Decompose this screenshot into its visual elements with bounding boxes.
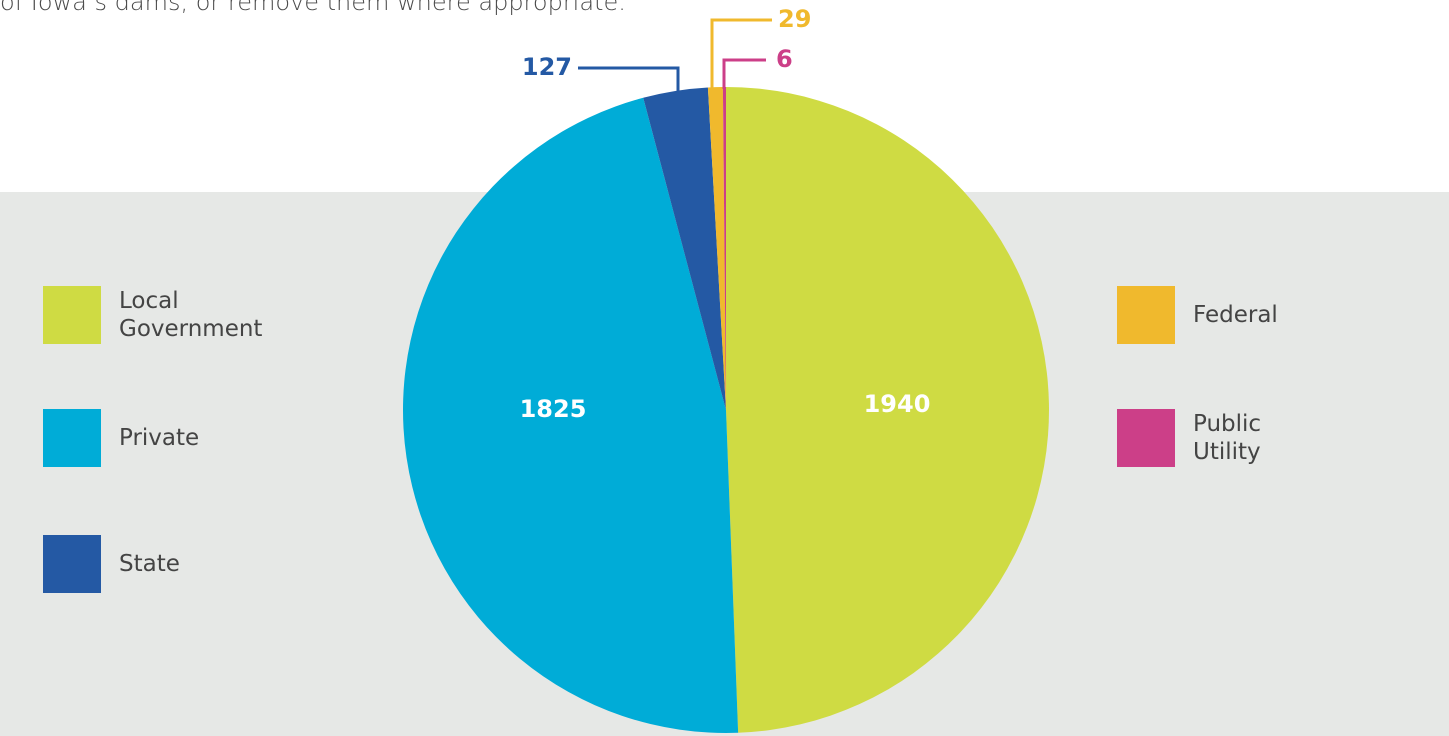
legend-item: State [43, 535, 279, 593]
legend-swatch [43, 409, 101, 467]
callout-line [710, 18, 772, 90]
legend-swatch [43, 286, 101, 344]
legend-item: Private [43, 409, 279, 467]
value-label: 127 [522, 53, 572, 81]
callout-line [722, 58, 766, 89]
pie-slice [722, 87, 726, 410]
legend-label: Local Government [119, 288, 263, 342]
value-label: 1940 [864, 390, 931, 418]
legend-item: Local Government [43, 286, 279, 344]
legend-swatch [1117, 286, 1175, 344]
callout-line [578, 66, 680, 92]
value-label: 29 [778, 5, 811, 33]
legend-label: Public Utility [1193, 411, 1262, 465]
intro-text: of Iowa’s dams, or remove them where app… [0, 0, 626, 16]
pie-slice [726, 86, 1050, 733]
legend-item: Public Utility [1117, 409, 1303, 467]
legend-item: Federal [1117, 286, 1303, 344]
legend-label: Private [119, 425, 200, 451]
legend-swatch [43, 535, 101, 593]
value-label: 1825 [520, 395, 587, 423]
pie-slice [707, 87, 726, 410]
pie-slice [643, 87, 726, 410]
value-label: 6 [776, 45, 793, 73]
legend-swatch [1117, 409, 1175, 467]
pie-slice [402, 97, 739, 734]
legend-label: Federal [1193, 302, 1278, 328]
legend-label: State [119, 551, 180, 577]
